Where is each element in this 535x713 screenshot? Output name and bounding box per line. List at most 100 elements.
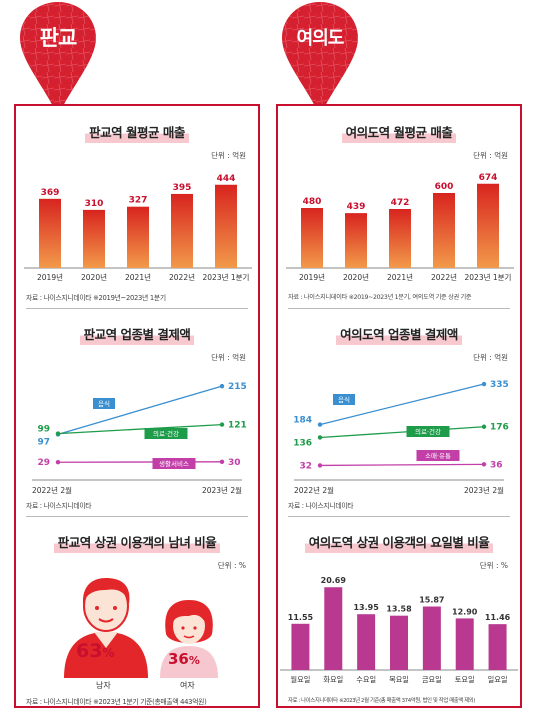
pangyo-biz-chart: 97 215 음식 99 121 의료·건강 29 30 생활서비스 2022년 2월 2023년 … — [32, 382, 247, 495]
bar — [127, 206, 149, 268]
data-label: 184 — [293, 416, 312, 426]
tick-label: 2023년 1분기 — [465, 272, 512, 282]
data-label: 121 — [228, 421, 247, 431]
data-label: 12.90 — [452, 607, 478, 616]
pin-label: 판교 — [39, 26, 78, 50]
tick-label: 2023년 2월 — [202, 485, 242, 495]
data-label: 11.55 — [288, 613, 314, 622]
female-percent: 36% — [168, 650, 200, 668]
bar — [324, 587, 343, 670]
unit-label: 단위 : 억원 — [211, 353, 246, 362]
legend-chip — [416, 450, 460, 461]
legend-chip — [152, 458, 196, 469]
tick-label: 수요일 — [356, 675, 376, 684]
data-label: 444 — [217, 174, 236, 184]
pin-label: 여의도 — [296, 28, 345, 49]
yeouido-sales-chart: 480 2019년 439 2020년 472 2021년 600 2022년 674 2023년… — [286, 173, 514, 282]
legend-chip — [406, 426, 450, 437]
tick-label: 토요일 — [455, 675, 475, 684]
data-point — [481, 381, 487, 387]
bar — [291, 623, 310, 670]
divider — [288, 516, 510, 517]
yeouido-biz-chart: 184 335 음식 136 176 의료·건강 32 36 소매·유통 2022년 2월 2023… — [293, 380, 509, 495]
series-line — [319, 426, 485, 439]
yeouido-pin: 여의도 — [280, 0, 360, 118]
data-label: 32 — [299, 461, 312, 471]
bar — [39, 198, 61, 268]
data-label: 480 — [303, 197, 322, 207]
male-figure-icon — [64, 578, 148, 678]
unit-label: 단위 : % — [479, 561, 508, 570]
legend-chip — [93, 398, 115, 409]
data-label: 310 — [85, 199, 104, 209]
data-point — [55, 431, 61, 436]
yeouido-weekday-title: 여의도역 상권 이용객의 요일별 비율 — [278, 532, 520, 553]
tick-label: 2023년 1분기 — [203, 272, 250, 282]
pangyo-biz-title: 판교역 업종별 결제액 — [16, 324, 258, 345]
tick-label: 2019년 — [299, 272, 325, 282]
data-label: 395 — [173, 183, 192, 193]
data-label: 20.69 — [321, 576, 347, 585]
data-label: 176 — [490, 423, 509, 433]
data-label: 11.46 — [485, 613, 511, 622]
bar — [422, 606, 441, 670]
data-label: 472 — [391, 198, 410, 208]
legend-label: 소매·유통 — [425, 452, 451, 460]
legend-label: 의료·건강 — [415, 427, 441, 436]
series-line — [57, 423, 223, 435]
tick-label: 금요일 — [422, 675, 442, 684]
data-point — [481, 424, 487, 429]
tick-label: 화요일 — [323, 675, 343, 684]
divider — [26, 308, 248, 309]
unit-label: 단위 : 억원 — [473, 151, 508, 160]
tick-label: 2019년 — [37, 272, 63, 282]
legend-chip — [333, 394, 355, 405]
tick-label: 2020년 — [81, 272, 107, 282]
data-label: 327 — [129, 196, 148, 206]
legend-label: 의료·건강 — [153, 429, 179, 438]
data-point — [219, 422, 225, 427]
bar — [389, 209, 411, 268]
tick-label: 2022년 2월 — [32, 485, 72, 495]
data-point — [317, 463, 323, 468]
legend-label: 생활서비스 — [159, 459, 189, 468]
divider — [26, 516, 248, 517]
male-label: 남자 — [96, 681, 111, 690]
data-point — [55, 460, 61, 465]
bar — [433, 193, 455, 268]
legend-label: 음식 — [98, 399, 110, 408]
data-label: 29 — [37, 458, 50, 468]
source-note: 자료 : 나이스지니데이타 ※2019~2023년 1분기, 여의도역 기준 상… — [288, 294, 472, 301]
source-note: 자료 : 나이스지니데이타 ※2023년 1분기 기준(총매출액 443억원) — [26, 698, 207, 706]
male-percent: 63% — [76, 640, 115, 662]
yeouido-panel: 여의도역 월평균 매출 단위 : 억원 480 2019년 439 2020년 472 2… — [276, 104, 522, 708]
divider — [288, 308, 510, 309]
source-note: 자료 : 나이스지니데이타 ※2023년 2월 기준(총 매출액 374억원, … — [288, 698, 476, 704]
tick-label: 2021년 — [125, 272, 151, 282]
tick-label: 2021년 — [387, 272, 413, 282]
tick-label: 일요일 — [488, 675, 508, 684]
yeouido-sales-title: 여의도역 월평균 매출 — [278, 122, 520, 143]
data-label: 97 — [37, 437, 50, 447]
bar — [301, 208, 323, 268]
bar — [357, 614, 376, 670]
data-label: 13.58 — [386, 605, 412, 614]
source-note: 자료 : 나이스지니데이타 — [288, 502, 354, 510]
data-label: 335 — [490, 380, 509, 390]
data-label: 30 — [228, 458, 241, 468]
unit-label: 단위 : % — [217, 561, 246, 570]
female-label: 여자 — [180, 681, 195, 690]
data-label: 99 — [37, 425, 50, 435]
tick-label: 2023년 2월 — [464, 485, 504, 495]
tick-label: 2020년 — [343, 272, 369, 282]
map-pin-icon — [282, 2, 358, 116]
data-point — [481, 462, 487, 467]
series-line — [57, 385, 223, 436]
bar — [215, 184, 237, 268]
series-line — [319, 463, 485, 467]
data-label: 215 — [228, 382, 247, 392]
unit-label: 단위 : 억원 — [473, 353, 508, 362]
pangyo-panel: 판교역 월평균 매출 단위 : 억원 369 2019년 310 2020년 327 20… — [14, 104, 260, 708]
bar — [455, 618, 474, 670]
bar — [390, 615, 408, 670]
